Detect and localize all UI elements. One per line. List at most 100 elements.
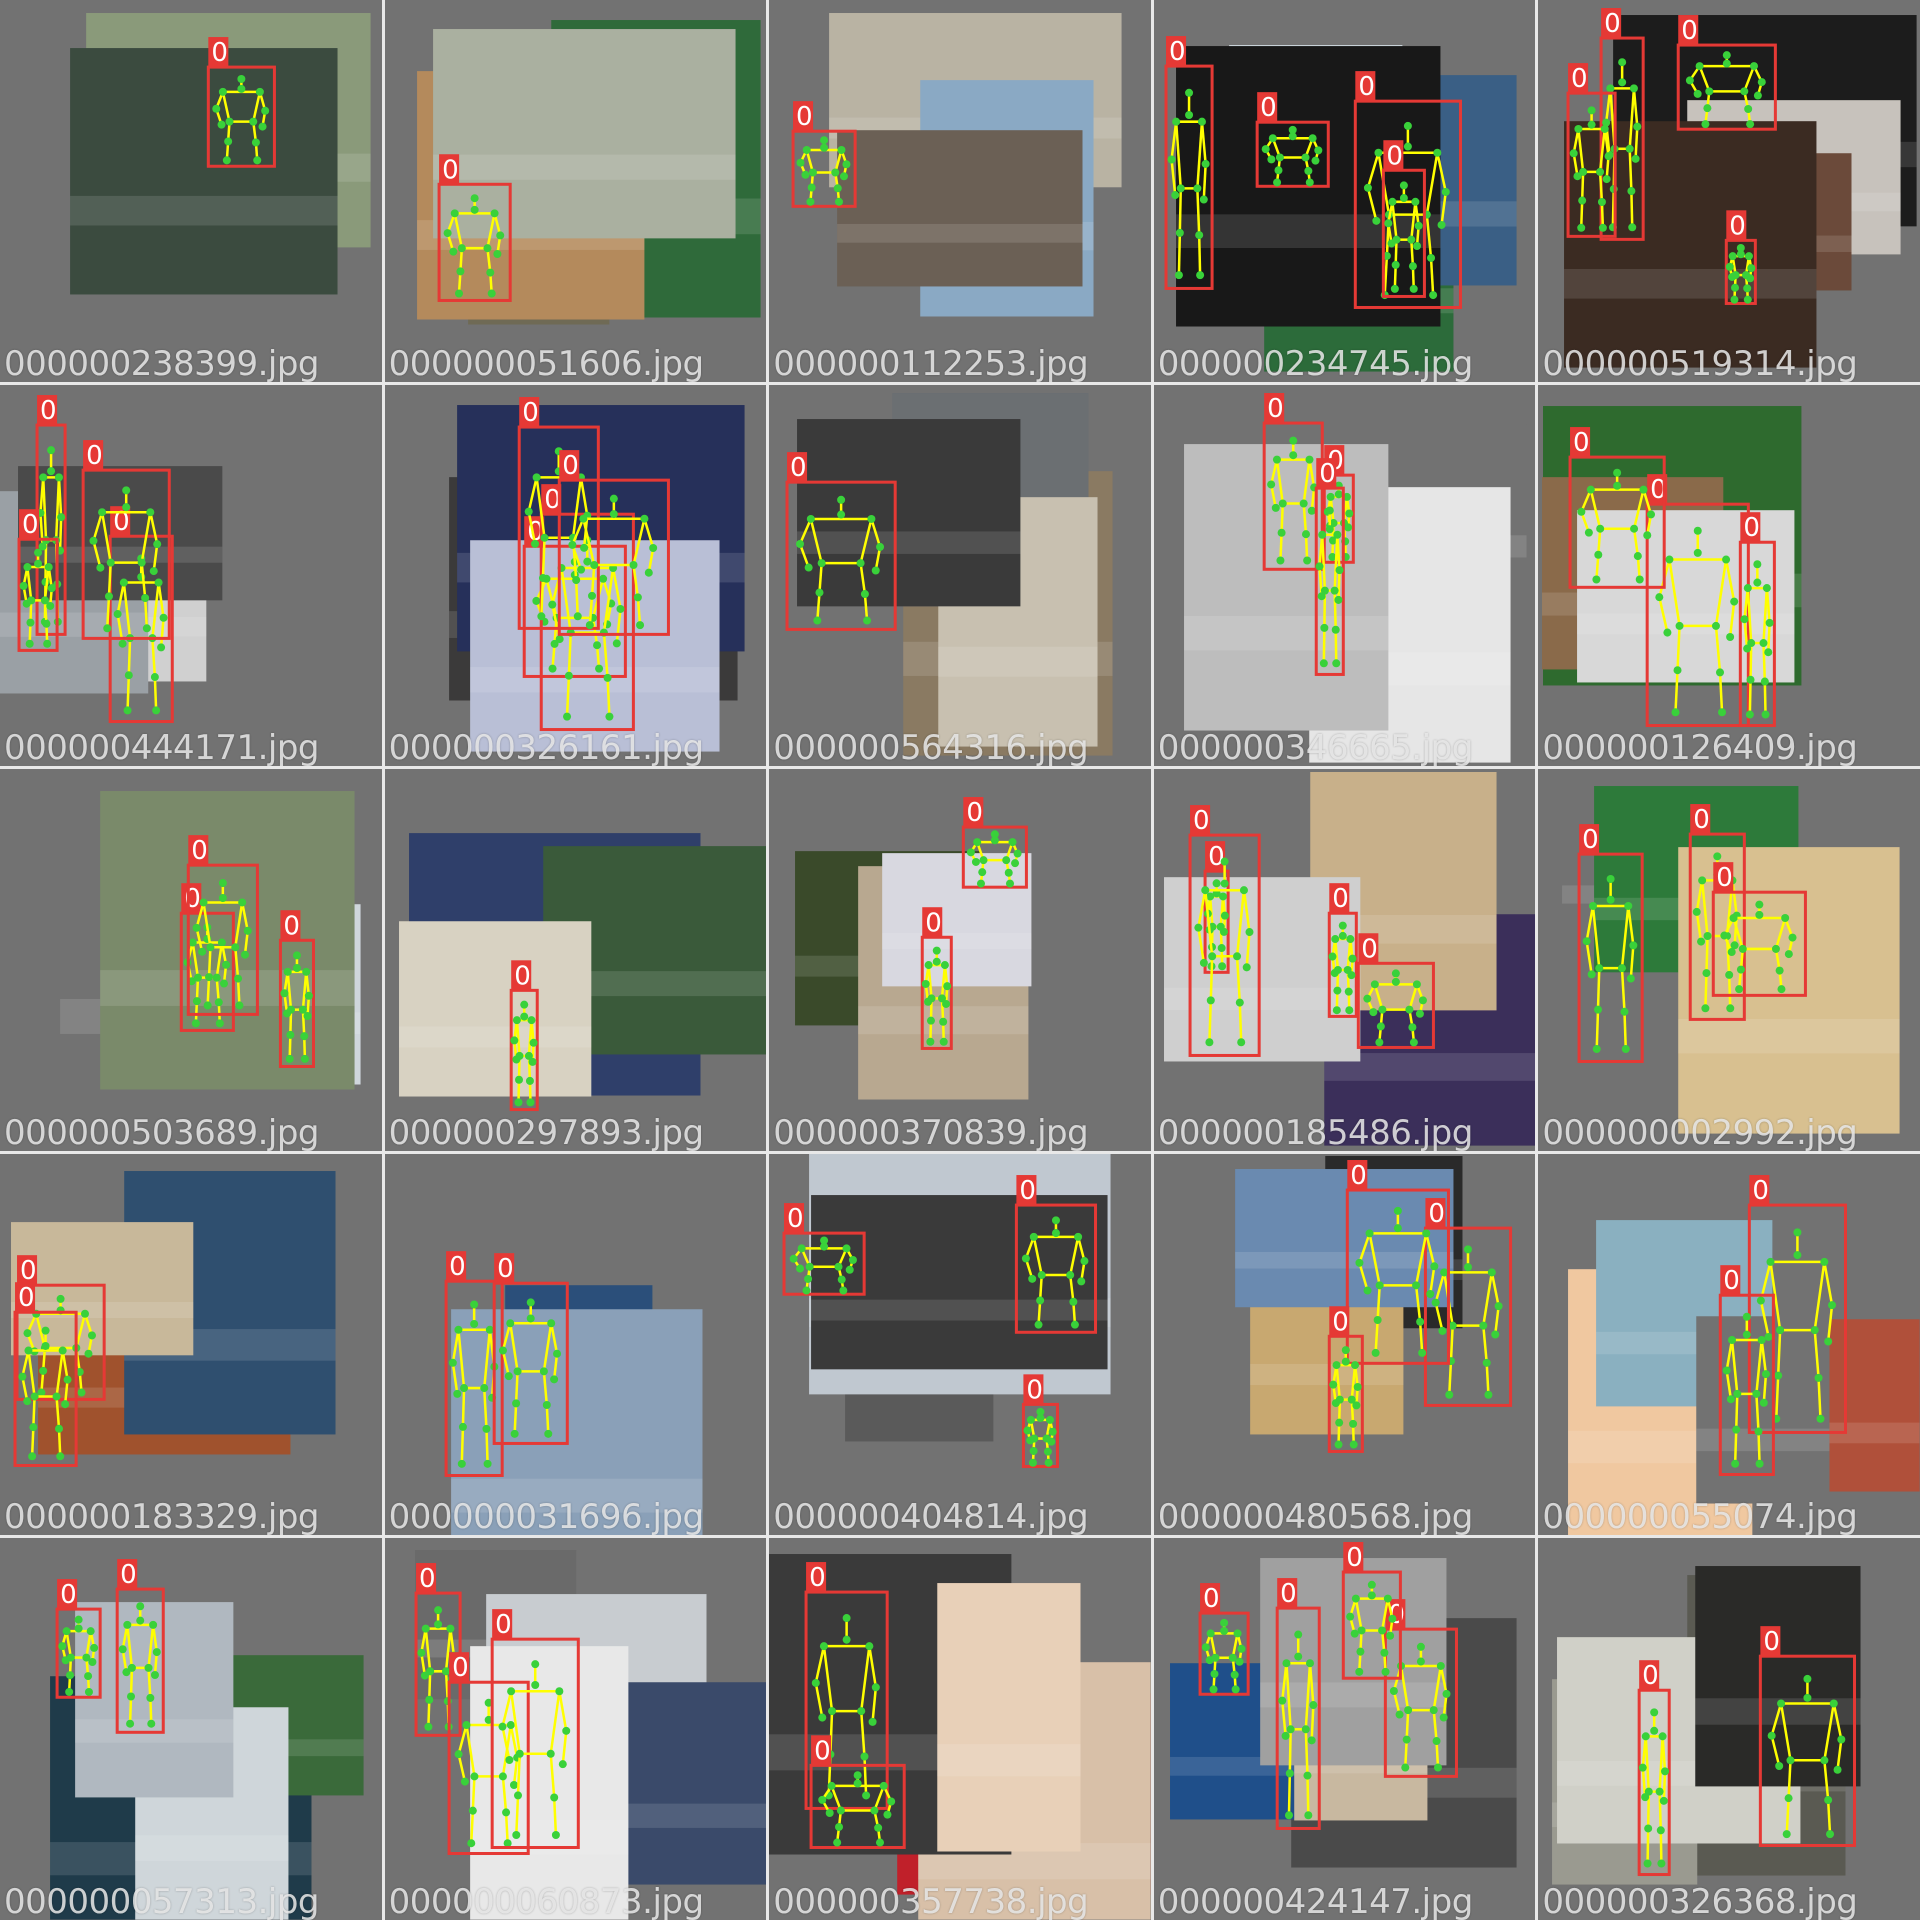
keypoint [1304, 1811, 1313, 1820]
bounding-box [55, 1608, 102, 1700]
tile-image-collage: 00 [1538, 1538, 1920, 1920]
skeleton-limb [552, 1353, 558, 1380]
skeleton-limb [1440, 191, 1447, 226]
photo-texture [398, 1026, 591, 1048]
skeleton-limb [1366, 152, 1380, 189]
skeleton-limb [1320, 534, 1326, 591]
class-label-background [1740, 511, 1761, 542]
keypoint [511, 1831, 520, 1840]
keypoint [198, 947, 207, 956]
keypoint [1393, 1223, 1402, 1232]
keypoint [592, 640, 601, 649]
keypoint [1006, 879, 1015, 888]
keypoint [1391, 969, 1400, 978]
keypoint [1319, 658, 1328, 667]
tile-filename: 000000060873.jpg [388, 1882, 705, 1920]
keypoint [498, 1723, 507, 1732]
person-detection: 0 [1327, 1306, 1364, 1453]
keypoint [1618, 58, 1627, 67]
skeleton-limb [1403, 1739, 1408, 1769]
keypoint [870, 1806, 879, 1815]
photo-texture [938, 646, 1098, 677]
skeleton-limb [215, 977, 221, 1003]
photo-texture [450, 1478, 703, 1513]
keypoint [1740, 614, 1749, 623]
skeleton-limb [57, 1428, 62, 1457]
keypoint [1299, 499, 1308, 508]
keypoint [1596, 167, 1605, 176]
skeleton-limb [202, 902, 212, 948]
skeleton-limb [92, 511, 104, 541]
skeleton-limb [1425, 214, 1433, 259]
class-label-background [15, 1281, 36, 1313]
keypoint [1603, 175, 1612, 184]
keypoint [1350, 1360, 1359, 1369]
tile-filename: 000000444171.jpg [4, 728, 320, 767]
skeleton-limb [1612, 189, 1616, 228]
person-detection: 0 [1725, 210, 1758, 305]
keypoint [513, 1791, 522, 1800]
keypoint [1578, 196, 1587, 205]
keypoint [1409, 284, 1418, 293]
person-detection: 0 [17, 508, 59, 652]
skeleton-limb [1577, 128, 1585, 173]
keypoint [1380, 1649, 1389, 1658]
keypoint [1826, 1830, 1835, 1839]
keypoint [1388, 1615, 1397, 1624]
keypoint [1484, 1390, 1493, 1399]
photo-texture [1696, 1428, 1830, 1451]
keypoint [991, 836, 1000, 845]
person-detection: 0 [809, 1735, 906, 1850]
keypoint [84, 1688, 93, 1697]
keypoint [1744, 295, 1753, 304]
keypoint [470, 205, 479, 214]
skeleton-limb [1599, 128, 1607, 173]
keypoint [1627, 187, 1636, 196]
skeleton-limb [127, 637, 132, 675]
keypoint [468, 1807, 477, 1816]
skeleton-limb [234, 947, 240, 979]
skeleton-limb [1755, 1393, 1761, 1432]
class-label: 0 [787, 1204, 804, 1234]
keypoint [1201, 1643, 1210, 1652]
skeleton-limb [1449, 1325, 1454, 1361]
keypoint [1592, 575, 1601, 584]
keypoint [235, 1001, 244, 1010]
keypoint [538, 573, 547, 582]
keypoint [1448, 1321, 1457, 1330]
skeleton-limb [504, 1812, 509, 1844]
skeleton-limb [191, 942, 200, 979]
class-label: 0 [967, 798, 984, 828]
mosaic-tile: 0 0 000000370839.jpg [769, 769, 1151, 1151]
class-label-background [1720, 1264, 1741, 1296]
class-label-background [540, 483, 561, 514]
class-label: 0 [1744, 513, 1761, 543]
class-label-background [1726, 210, 1747, 241]
skeleton-limb [818, 562, 824, 593]
keypoint [1220, 911, 1229, 920]
mosaic-tile: 0 0 0 0 000000444171.jpg [0, 384, 382, 767]
keypoint [29, 1422, 38, 1431]
skeleton-limb [539, 577, 544, 616]
keypoint [927, 994, 936, 1003]
keypoint [127, 1664, 136, 1673]
keypoint [1355, 1668, 1364, 1677]
mosaic-tile: 0 0 000000183329.jpg [0, 1153, 382, 1536]
tile-image-collage: 00 [0, 1538, 382, 1920]
keypoint [1218, 892, 1227, 901]
skeleton-limb [1373, 984, 1384, 1011]
keypoint [1593, 1045, 1602, 1054]
keypoint [1219, 1619, 1228, 1628]
keypoint [589, 560, 598, 569]
skeleton-limb [1770, 1703, 1783, 1737]
skeleton-limb [514, 1371, 519, 1404]
keypoint [1211, 1654, 1220, 1663]
skeleton-limb [1732, 917, 1745, 950]
skeleton-limb [30, 1426, 35, 1457]
keypoint [487, 289, 496, 298]
keypoint [1657, 1826, 1666, 1835]
tile-filename: 000000404814.jpg [773, 1497, 1089, 1536]
keypoint [1335, 1395, 1344, 1404]
keypoint [446, 1625, 455, 1634]
skeleton-limb [1207, 1000, 1212, 1043]
